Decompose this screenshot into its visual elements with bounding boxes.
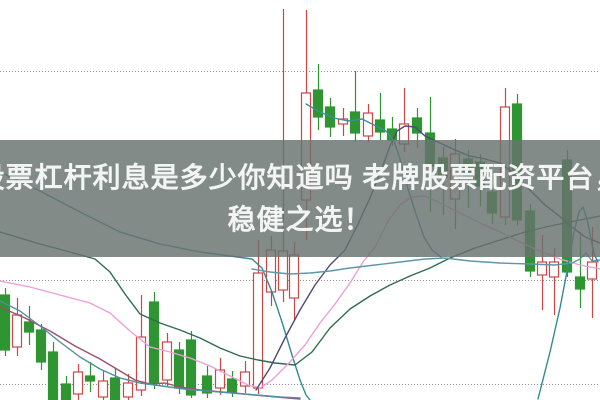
candle-body bbox=[586, 261, 598, 280]
ma-cadet bbox=[0, 300, 301, 399]
candle-body bbox=[35, 329, 47, 363]
candle-body bbox=[97, 380, 109, 398]
candle-body bbox=[312, 89, 324, 118]
candle-body bbox=[23, 321, 35, 333]
candle-body bbox=[574, 276, 586, 290]
ma-steelblue-flat bbox=[251, 252, 600, 275]
candle-body bbox=[411, 117, 423, 134]
candle-body bbox=[214, 369, 226, 389]
candle-body bbox=[11, 314, 23, 348]
headline-banner: 股票杠杆利息是多少你知道吗 老牌股票配资平台， 稳健之选！ bbox=[0, 140, 600, 257]
candle-body bbox=[60, 383, 72, 400]
candle-body bbox=[252, 272, 264, 389]
candle-body bbox=[288, 254, 300, 299]
candle-body bbox=[148, 301, 160, 384]
candle-body bbox=[239, 371, 251, 387]
candle-body bbox=[84, 375, 96, 382]
headline-line-2: 稳健之选！ bbox=[227, 203, 373, 235]
candle-body bbox=[548, 261, 560, 278]
candle-body bbox=[185, 339, 197, 396]
candle-body bbox=[226, 378, 238, 393]
candle-body bbox=[0, 294, 11, 351]
headline-line-1: 股票杠杆利息是多少你知道吗 老牌股票配资平台， bbox=[0, 161, 600, 193]
candle-body bbox=[161, 341, 173, 381]
candle-body bbox=[201, 375, 213, 394]
candle-body bbox=[122, 382, 134, 398]
candle-body bbox=[362, 112, 374, 137]
candle-body bbox=[47, 351, 59, 400]
candle-body bbox=[109, 377, 121, 400]
candle-body bbox=[135, 336, 147, 391]
candle-body bbox=[72, 371, 84, 395]
candle-body bbox=[349, 111, 361, 134]
candle-body bbox=[536, 261, 548, 276]
